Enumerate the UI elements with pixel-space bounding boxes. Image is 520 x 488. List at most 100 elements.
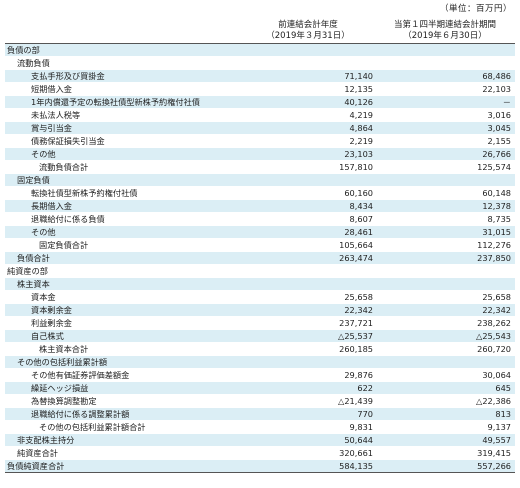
- value-curr: 3,016: [487, 110, 511, 120]
- column-header-curr-title: 当第１四半期連結会計期間: [393, 20, 496, 30]
- row-label: 賞与引当金: [31, 123, 72, 133]
- value-curr: 26,766: [482, 149, 511, 159]
- row-label: 資本金: [31, 292, 56, 302]
- value-curr: 112,276: [477, 240, 511, 250]
- table-row: 純資産の部: [5, 265, 515, 278]
- row-label: 長期借入金: [31, 201, 72, 211]
- value-curr: 22,103: [482, 84, 511, 94]
- balance-sheet-table: 負債の部 流動負債 支払手形及び買掛金 71,140 68,486 短期借入金 12,135…: [5, 43, 515, 473]
- value-prev: 60,160: [344, 188, 373, 198]
- table-row: 流動負債: [5, 57, 515, 70]
- table-row: その他有価証券評価差額金 29,876 30,064: [5, 369, 515, 382]
- value-curr: 813: [495, 409, 511, 419]
- value-prev: 237,721: [339, 318, 373, 328]
- row-label: 利益剰余金: [31, 318, 72, 328]
- value-curr: 49,557: [482, 435, 511, 445]
- value-prev: 260,185: [339, 344, 373, 354]
- value-prev: 622: [357, 383, 373, 393]
- value-curr: 12,378: [482, 201, 511, 211]
- table-row: 固定負債: [5, 174, 515, 187]
- value-curr: 2,155: [487, 136, 511, 146]
- row-label: 自己株式: [31, 331, 64, 341]
- value-curr: 25,658: [482, 292, 511, 302]
- row-label: その他: [31, 149, 56, 159]
- table-row: 非支配株主持分 50,644 49,557: [5, 434, 515, 447]
- value-prev: 28,461: [344, 227, 373, 237]
- row-label: その他: [31, 227, 56, 237]
- table-row: 負債純資産合計 584,135 557,266: [5, 460, 515, 473]
- value-curr: 238,262: [477, 318, 511, 328]
- table-row: 負債の部: [5, 44, 515, 57]
- value-prev: 22,342: [344, 305, 373, 315]
- table-row: 資本金 25,658 25,658: [5, 291, 515, 304]
- value-prev: 105,664: [339, 240, 373, 250]
- table-row: その他 23,103 26,766: [5, 148, 515, 161]
- value-prev: 8,607: [349, 214, 373, 224]
- table-row: 退職給付に係る負債 8,607 8,735: [5, 213, 515, 226]
- table-row: 株主資本合計 260,185 260,720: [5, 343, 515, 356]
- value-prev: △21,439: [338, 396, 373, 406]
- table-row: 短期借入金 12,135 22,103: [5, 83, 515, 96]
- value-curr: 60,148: [482, 188, 511, 198]
- value-prev: 25,658: [344, 292, 373, 302]
- value-prev: 770: [357, 409, 373, 419]
- row-label: 非支配株主持分: [17, 435, 75, 445]
- column-header-prev-date: （2019年３月31日）: [266, 31, 350, 41]
- value-prev: 8,434: [349, 201, 373, 211]
- table-row: 為替換算調整勘定 △21,439 △22,386: [5, 395, 515, 408]
- value-prev: 29,876: [344, 370, 373, 380]
- column-header-curr: 当第１四半期連結会計期間 （2019年６月30日）: [380, 20, 510, 42]
- row-label: 退職給付に係る負債: [31, 214, 105, 224]
- row-label: その他有価証券評価差額金: [31, 370, 130, 380]
- row-label: 株主資本合計: [39, 344, 89, 354]
- table-row: 負債合計 263,474 237,850: [5, 252, 515, 265]
- table-row: 株主資本: [5, 278, 515, 291]
- table-row: 繰延ヘッジ損益 622 645: [5, 382, 515, 395]
- value-curr: 8,735: [487, 214, 511, 224]
- value-curr: 237,850: [477, 253, 511, 263]
- table-row: 純資産合計 320,661 319,415: [5, 447, 515, 460]
- row-label: 支払手形及び買掛金: [31, 71, 105, 81]
- value-curr: 31,015: [482, 227, 511, 237]
- row-label: 純資産合計: [17, 448, 58, 458]
- table-row: 資本剰余金 22,342 22,342: [5, 304, 515, 317]
- value-prev: 4,219: [349, 110, 373, 120]
- value-prev: 23,103: [344, 149, 373, 159]
- column-header-prev: 前連結会計年度 （2019年３月31日）: [248, 20, 368, 42]
- value-curr: 557,266: [477, 461, 511, 471]
- row-label: 転換社債型新株予約権付社債: [31, 188, 138, 198]
- value-prev: △25,537: [338, 331, 373, 341]
- row-label: 負債合計: [17, 253, 50, 263]
- table-row: 債務保証損失引当金 2,219 2,155: [5, 135, 515, 148]
- value-prev: 157,810: [339, 162, 373, 172]
- table-row: その他 28,461 31,015: [5, 226, 515, 239]
- row-label: 純資産の部: [7, 266, 48, 276]
- value-curr: 319,415: [477, 448, 511, 458]
- value-prev: 2,219: [349, 136, 373, 146]
- value-curr: 30,064: [482, 370, 511, 380]
- table-row: 退職給付に係る調整累計額 770 813: [5, 408, 515, 421]
- value-curr: 260,720: [477, 344, 511, 354]
- row-label: 流動負債合計: [39, 162, 89, 172]
- value-prev: 584,135: [339, 461, 373, 471]
- table-row: 転換社債型新株予約権付社債 60,160 60,148: [5, 187, 515, 200]
- row-label: 未払法人税等: [31, 110, 81, 120]
- value-curr: 3,045: [487, 123, 511, 133]
- value-prev: 71,140: [344, 71, 373, 81]
- row-label: 為替換算調整勘定: [31, 396, 97, 406]
- table-row: 支払手形及び買掛金 71,140 68,486: [5, 70, 515, 83]
- value-curr: △25,543: [476, 331, 511, 341]
- value-prev: 50,644: [344, 435, 373, 445]
- value-prev: 9,831: [349, 422, 373, 432]
- value-curr: －: [502, 97, 511, 107]
- value-prev: 263,474: [339, 253, 373, 263]
- row-label: 株主資本: [17, 279, 50, 289]
- value-prev: 40,126: [344, 97, 373, 107]
- table-row: その他の包括利益累計額合計 9,831 9,137: [5, 421, 515, 434]
- column-header-curr-date: （2019年６月30日）: [403, 31, 487, 41]
- table-row: 賞与引当金 4,864 3,045: [5, 122, 515, 135]
- value-curr: 68,486: [482, 71, 511, 81]
- row-label: 固定負債合計: [39, 240, 89, 250]
- row-label: 固定負債: [17, 175, 50, 185]
